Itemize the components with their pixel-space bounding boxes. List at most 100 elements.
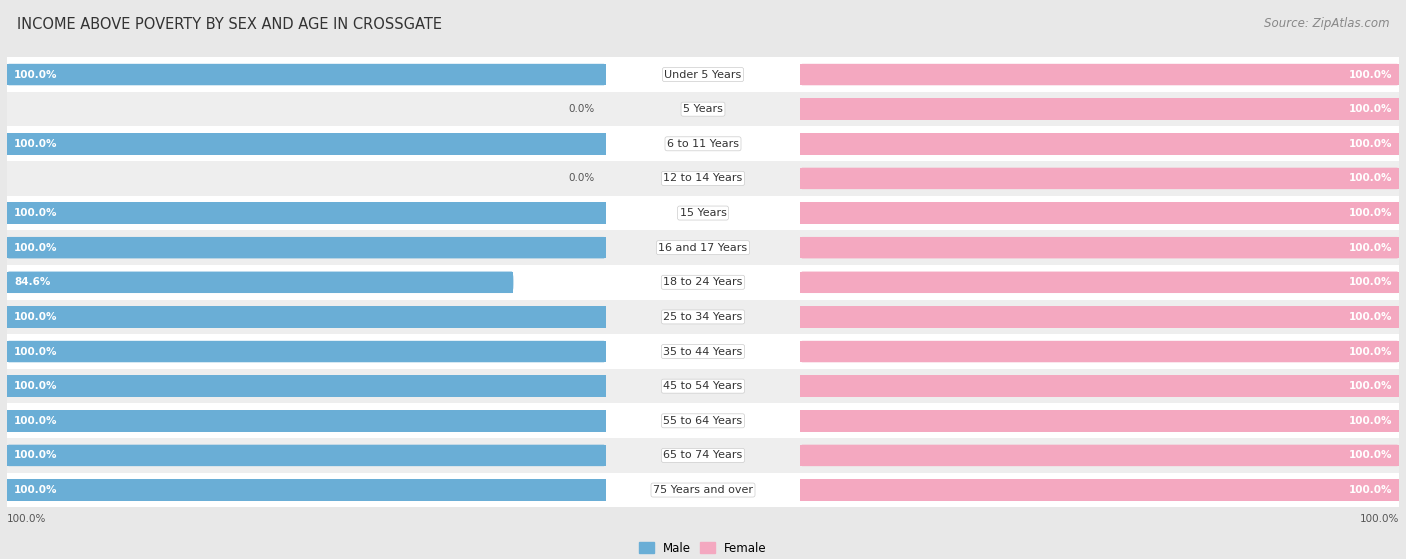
FancyBboxPatch shape — [7, 202, 606, 224]
FancyBboxPatch shape — [7, 237, 606, 258]
Text: 100.0%: 100.0% — [14, 451, 58, 461]
FancyBboxPatch shape — [800, 272, 1399, 293]
Bar — [800, 410, 1399, 432]
FancyBboxPatch shape — [800, 168, 1399, 189]
Bar — [800, 306, 1399, 328]
Bar — [7, 410, 606, 432]
Text: INCOME ABOVE POVERTY BY SEX AND AGE IN CROSSGATE: INCOME ABOVE POVERTY BY SEX AND AGE IN C… — [17, 17, 441, 32]
Text: 100.0%: 100.0% — [14, 208, 58, 218]
Bar — [7, 369, 1399, 404]
Bar — [7, 438, 1399, 473]
Text: 100.0%: 100.0% — [14, 416, 58, 426]
Text: 100.0%: 100.0% — [1348, 69, 1392, 79]
Bar — [7, 57, 1399, 92]
Text: 0.0%: 0.0% — [569, 104, 595, 114]
Bar — [7, 341, 606, 362]
Text: 100.0%: 100.0% — [1348, 347, 1392, 357]
Bar — [7, 300, 1399, 334]
Bar — [7, 133, 606, 154]
Bar — [7, 404, 1399, 438]
FancyBboxPatch shape — [800, 98, 1399, 120]
FancyBboxPatch shape — [7, 133, 606, 154]
FancyBboxPatch shape — [800, 64, 1399, 86]
FancyBboxPatch shape — [7, 341, 606, 362]
Text: 100.0%: 100.0% — [1348, 104, 1392, 114]
Bar — [7, 445, 606, 466]
FancyBboxPatch shape — [800, 410, 1399, 432]
Text: 100.0%: 100.0% — [1348, 451, 1392, 461]
Bar — [7, 306, 606, 328]
Bar — [7, 265, 1399, 300]
Bar — [800, 376, 1399, 397]
Text: 0.0%: 0.0% — [569, 173, 595, 183]
Text: 100.0%: 100.0% — [1348, 243, 1392, 253]
Bar — [800, 202, 1399, 224]
FancyBboxPatch shape — [800, 376, 1399, 397]
Text: 100.0%: 100.0% — [1348, 416, 1392, 426]
Text: 100.0%: 100.0% — [1348, 485, 1392, 495]
FancyBboxPatch shape — [7, 272, 513, 293]
Text: 16 and 17 Years: 16 and 17 Years — [658, 243, 748, 253]
Text: 84.6%: 84.6% — [14, 277, 51, 287]
Bar — [800, 98, 1399, 120]
Text: 65 to 74 Years: 65 to 74 Years — [664, 451, 742, 461]
Text: 18 to 24 Years: 18 to 24 Years — [664, 277, 742, 287]
Text: 100.0%: 100.0% — [1348, 312, 1392, 322]
Text: 100.0%: 100.0% — [1348, 173, 1392, 183]
Bar — [800, 237, 1399, 258]
FancyBboxPatch shape — [800, 479, 1399, 501]
FancyBboxPatch shape — [800, 341, 1399, 362]
Text: 100.0%: 100.0% — [14, 243, 58, 253]
Text: 100.0%: 100.0% — [14, 139, 58, 149]
FancyBboxPatch shape — [7, 445, 606, 466]
Bar — [7, 196, 1399, 230]
Bar — [7, 92, 1399, 126]
Bar — [800, 64, 1399, 86]
Bar — [7, 161, 1399, 196]
Bar — [7, 376, 606, 397]
Bar — [7, 479, 606, 501]
Bar — [800, 272, 1399, 293]
Text: 100.0%: 100.0% — [14, 347, 58, 357]
Bar — [7, 230, 1399, 265]
FancyBboxPatch shape — [7, 376, 606, 397]
Legend: Male, Female: Male, Female — [634, 537, 772, 559]
FancyBboxPatch shape — [800, 133, 1399, 154]
FancyBboxPatch shape — [7, 64, 606, 86]
Text: 100.0%: 100.0% — [1348, 277, 1392, 287]
Text: Under 5 Years: Under 5 Years — [665, 69, 741, 79]
Bar — [800, 168, 1399, 189]
FancyBboxPatch shape — [7, 410, 606, 432]
Text: 12 to 14 Years: 12 to 14 Years — [664, 173, 742, 183]
Text: 55 to 64 Years: 55 to 64 Years — [664, 416, 742, 426]
Text: 25 to 34 Years: 25 to 34 Years — [664, 312, 742, 322]
Text: 45 to 54 Years: 45 to 54 Years — [664, 381, 742, 391]
Text: 100.0%: 100.0% — [14, 485, 58, 495]
Bar — [7, 272, 513, 293]
Text: 15 Years: 15 Years — [679, 208, 727, 218]
Text: Source: ZipAtlas.com: Source: ZipAtlas.com — [1264, 17, 1389, 30]
Text: 100.0%: 100.0% — [14, 312, 58, 322]
Text: 100.0%: 100.0% — [7, 514, 46, 524]
FancyBboxPatch shape — [7, 306, 606, 328]
Text: 75 Years and over: 75 Years and over — [652, 485, 754, 495]
Bar — [7, 237, 606, 258]
Bar — [800, 479, 1399, 501]
Bar — [800, 445, 1399, 466]
Bar — [7, 202, 606, 224]
Text: 100.0%: 100.0% — [1348, 139, 1392, 149]
Bar — [7, 334, 1399, 369]
Bar — [7, 64, 606, 86]
FancyBboxPatch shape — [800, 445, 1399, 466]
Text: 100.0%: 100.0% — [1360, 514, 1399, 524]
Text: 100.0%: 100.0% — [1348, 381, 1392, 391]
Text: 100.0%: 100.0% — [14, 69, 58, 79]
Text: 100.0%: 100.0% — [14, 381, 58, 391]
FancyBboxPatch shape — [7, 479, 606, 501]
Bar — [800, 133, 1399, 154]
Text: 35 to 44 Years: 35 to 44 Years — [664, 347, 742, 357]
Text: 6 to 11 Years: 6 to 11 Years — [666, 139, 740, 149]
Bar — [800, 341, 1399, 362]
Text: 5 Years: 5 Years — [683, 104, 723, 114]
FancyBboxPatch shape — [800, 237, 1399, 258]
